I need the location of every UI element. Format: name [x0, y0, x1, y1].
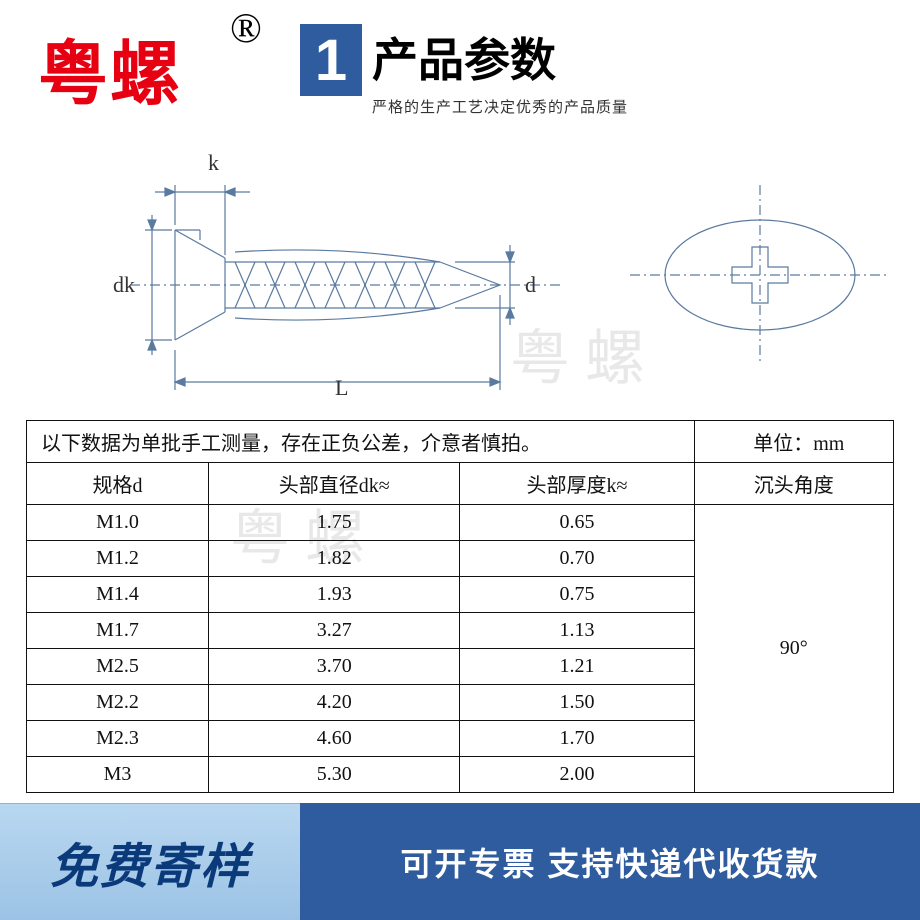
table-cell: 2.00: [460, 757, 694, 793]
table-cell: 0.65: [460, 505, 694, 541]
table-unit: 单位：mm: [694, 421, 893, 463]
table-cell: 0.70: [460, 541, 694, 577]
col-k: 头部厚度k≈: [460, 463, 694, 505]
table-cell: M1.4: [27, 577, 209, 613]
title-block: 1 产品参数 严格的生产工艺决定优秀的产品质量: [300, 24, 628, 117]
table-cell: M1.7: [27, 613, 209, 649]
col-spec-d: 规格d: [27, 463, 209, 505]
table-cell: 0.75: [460, 577, 694, 613]
title-main: 产品参数: [372, 24, 628, 90]
table-cell: M2.2: [27, 685, 209, 721]
table-cell: 1.75: [209, 505, 460, 541]
table-cell: 1.13: [460, 613, 694, 649]
table-row: M1.01.750.6590°: [27, 505, 894, 541]
dim-label-L: L: [335, 375, 348, 401]
footer-left: 免费寄样: [0, 803, 300, 920]
table-cell: M1.2: [27, 541, 209, 577]
angle-cell: 90°: [694, 505, 893, 793]
col-angle: 沉头角度: [694, 463, 893, 505]
table-cell: 1.82: [209, 541, 460, 577]
table-cell: 4.20: [209, 685, 460, 721]
table-cell: M2.3: [27, 721, 209, 757]
table-header-row: 规格d 头部直径dk≈ 头部厚度k≈ 沉头角度: [27, 463, 894, 505]
footer-left-text: 免费寄样: [50, 827, 250, 897]
table-cell: 1.70: [460, 721, 694, 757]
table-cell: M3: [27, 757, 209, 793]
brand-logo-text: 粤螺: [38, 18, 182, 119]
footer-banner: 免费寄样 可开专票 支持快递代收货款: [0, 803, 920, 920]
table-cell: 1.93: [209, 577, 460, 613]
title-subtitle: 严格的生产工艺决定优秀的产品质量: [372, 96, 628, 117]
table-note-row: 以下数据为单批手工测量，存在正负公差，介意者慎拍。 单位：mm: [27, 421, 894, 463]
footer-right-text: 可开专票 支持快递代收货款: [401, 839, 820, 885]
table-cell: M1.0: [27, 505, 209, 541]
table-note: 以下数据为单批手工测量，存在正负公差，介意者慎拍。: [27, 421, 695, 463]
table-cell: 4.60: [209, 721, 460, 757]
dim-label-k: k: [208, 150, 219, 176]
screw-svg: [0, 150, 920, 410]
dim-label-dk: dk: [113, 272, 135, 298]
registered-mark: ®: [230, 5, 262, 53]
technical-diagram: k dk d L 粤 螺: [0, 150, 920, 410]
table-cell: 1.21: [460, 649, 694, 685]
footer-right: 可开专票 支持快递代收货款: [300, 803, 920, 920]
spec-table: 以下数据为单批手工测量，存在正负公差，介意者慎拍。 单位：mm 规格d 头部直径…: [26, 420, 894, 793]
spec-table-wrap: 以下数据为单批手工测量，存在正负公差，介意者慎拍。 单位：mm 规格d 头部直径…: [26, 420, 894, 793]
header: 粤螺 ® 1 产品参数 严格的生产工艺决定优秀的产品质量: [0, 0, 920, 30]
table-cell: 3.27: [209, 613, 460, 649]
col-dk: 头部直径dk≈: [209, 463, 460, 505]
table-cell: 1.50: [460, 685, 694, 721]
title-number-badge: 1: [300, 24, 362, 96]
table-cell: 3.70: [209, 649, 460, 685]
dim-label-d: d: [525, 272, 536, 298]
table-cell: M2.5: [27, 649, 209, 685]
table-cell: 5.30: [209, 757, 460, 793]
